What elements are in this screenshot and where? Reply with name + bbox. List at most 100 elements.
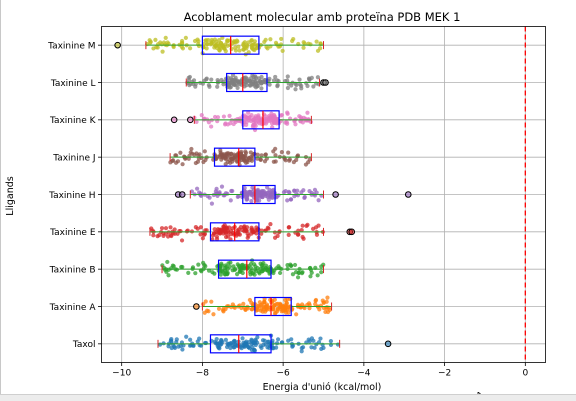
- strip-point: [203, 340, 209, 346]
- strip-point: [318, 336, 323, 341]
- strip-point: [247, 83, 253, 88]
- strip-point: [242, 224, 247, 229]
- strip-point: [235, 85, 240, 90]
- strip-point: [219, 338, 224, 343]
- strip-point: [224, 225, 229, 230]
- x-tick-label: −8: [196, 369, 210, 379]
- strip-point: [220, 35, 225, 40]
- strip-point: [196, 43, 202, 49]
- strip-point: [263, 304, 269, 309]
- strip-point: [307, 77, 312, 82]
- strip-point: [206, 37, 211, 43]
- strip-point: [202, 149, 207, 154]
- strip-point: [219, 184, 225, 189]
- strip-point: [271, 78, 277, 83]
- strip-point: [261, 188, 266, 194]
- strip-point: [246, 110, 251, 115]
- strip-point: [246, 263, 251, 269]
- strip-point: [217, 190, 222, 195]
- strip-point: [300, 270, 305, 275]
- strip-point: [274, 309, 280, 314]
- strip-point: [209, 124, 214, 129]
- strip-point: [290, 272, 296, 277]
- strip-point: [183, 35, 188, 40]
- strip-point: [241, 47, 246, 52]
- strip-point: [288, 262, 293, 267]
- strip-point: [293, 270, 299, 275]
- strip-point: [315, 75, 320, 80]
- strip-point: [237, 48, 242, 53]
- strip-point: [247, 115, 252, 120]
- strip-point: [243, 340, 248, 345]
- strip-point: [171, 44, 176, 50]
- outlier-point: [322, 79, 329, 86]
- strip-point: [223, 234, 229, 240]
- x-tick-label: −4: [357, 369, 371, 379]
- strip-point: [250, 117, 256, 122]
- strip-point: [291, 36, 296, 42]
- strip-point: [305, 110, 310, 115]
- strip-point: [243, 160, 249, 165]
- strip-point: [268, 118, 273, 123]
- strip-point: [151, 233, 156, 238]
- strip-point: [262, 39, 267, 45]
- outlier-point: [404, 191, 412, 198]
- strip-point: [161, 341, 166, 346]
- strip-point: [208, 42, 213, 47]
- strip-point: [315, 273, 320, 278]
- strip-point: [253, 342, 258, 348]
- strip-point: [243, 149, 248, 154]
- strip-point: [213, 43, 218, 49]
- strip-point: [236, 44, 241, 49]
- strip-point: [193, 271, 198, 276]
- ligand-group-taxinine-k: [170, 110, 313, 133]
- strip-point: [252, 39, 257, 44]
- strip-point: [254, 306, 260, 311]
- ligand-group-taxinine-m: [114, 35, 324, 57]
- strip-point: [221, 114, 227, 119]
- strip-point: [259, 153, 264, 158]
- strip-point: [293, 122, 298, 127]
- strip-point: [221, 309, 226, 314]
- strip-point: [236, 227, 242, 232]
- strip-point: [194, 119, 199, 125]
- strip-point: [264, 44, 269, 50]
- strip-point: [260, 194, 265, 200]
- strip-point: [228, 341, 234, 346]
- strip-point: [266, 113, 272, 119]
- outlier-point: [193, 303, 200, 310]
- strip-point: [246, 50, 251, 55]
- strip-point: [219, 77, 224, 83]
- strip-point: [279, 36, 284, 42]
- strip-point: [209, 77, 214, 82]
- strip-point: [212, 271, 217, 276]
- strip-point: [307, 339, 312, 344]
- strip-point: [268, 222, 273, 227]
- strip-point: [275, 233, 280, 239]
- strip-point: [196, 153, 201, 158]
- strip-point: [252, 262, 257, 267]
- strip-point: [256, 76, 261, 81]
- strip-point: [240, 270, 245, 276]
- strip-point: [267, 76, 272, 81]
- strip-point: [227, 113, 232, 118]
- y-tick-label: Taxinine A: [49, 303, 97, 313]
- strip-point: [209, 201, 215, 206]
- strip-point: [223, 337, 228, 342]
- strip-point: [271, 270, 276, 276]
- strip-point: [184, 334, 189, 339]
- outlier-point: [187, 116, 194, 124]
- strip-point: [262, 300, 267, 305]
- strip-point: [274, 341, 280, 346]
- strip-point: [251, 42, 256, 47]
- strip-point: [291, 159, 296, 165]
- strip-point: [243, 307, 248, 312]
- x-tick-label: −6: [276, 369, 290, 379]
- ligand-group-taxol: [157, 333, 392, 354]
- x-axis-label: Energia d'unió (kcal/mol): [263, 382, 382, 393]
- strip-point: [241, 266, 246, 271]
- strip-point: [259, 86, 264, 91]
- strip-point: [198, 225, 204, 230]
- strip-point: [274, 42, 280, 47]
- strip-point: [271, 307, 276, 312]
